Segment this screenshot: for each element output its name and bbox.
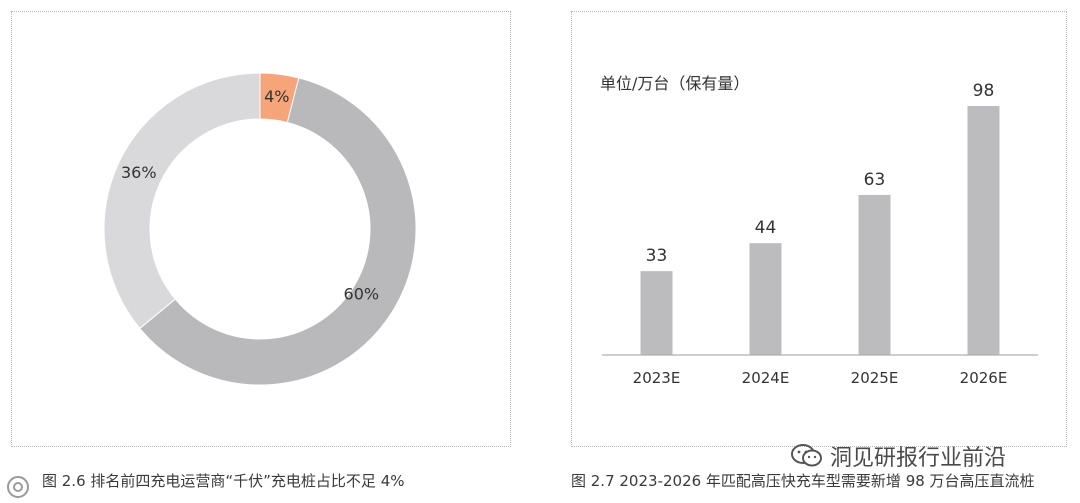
bar-chart-caption: 图 2.7 2023-2026 年匹配高压快充车型需要新增 98 万台高压直流桩 <box>571 472 1035 490</box>
watermark-text: 洞见研报行业前沿 <box>830 446 1007 471</box>
x-tick-label: 2025E <box>851 369 899 387</box>
donut-chart: 4% 60% 36% <box>103 72 417 386</box>
donut-slice-label: 60% <box>344 284 380 303</box>
donut-slice-label: 4% <box>264 87 289 106</box>
donut-slice-label: 36% <box>121 163 157 182</box>
donut-slice <box>103 72 261 330</box>
x-tick-label: 2023E <box>633 369 681 387</box>
donut-slice <box>139 77 417 386</box>
watermark: 洞见研报行业前沿 <box>790 440 1006 472</box>
bar <box>640 271 673 355</box>
bar-chart: 单位/万台（保有量） 33 2023E 44 2024E 63 2025E 98 2026E <box>600 74 1038 387</box>
donut-chart-caption: 图 2.6 排名前四充电运营商“千伏”充电桩占比不足 4% <box>42 472 405 490</box>
bar-chart-panel: 单位/万台（保有量） 33 2023E 44 2024E 63 2025E 98 2026E <box>571 11 1067 447</box>
unit-label: 单位/万台（保有量） <box>600 74 749 93</box>
x-tick-label: 2024E <box>742 369 790 387</box>
bar <box>858 194 891 355</box>
bar-value-label: 63 <box>864 170 886 190</box>
bar-value-label: 33 <box>646 246 668 266</box>
corner-logo-icon <box>7 476 29 498</box>
donut-chart-panel: 4% 60% 36% <box>11 11 511 447</box>
wechat-icon <box>791 444 822 467</box>
bar-value-label: 44 <box>755 218 777 238</box>
bar <box>967 106 1000 355</box>
x-tick-label: 2026E <box>960 369 1008 387</box>
bar <box>749 243 782 355</box>
bar-value-label: 98 <box>973 81 995 101</box>
